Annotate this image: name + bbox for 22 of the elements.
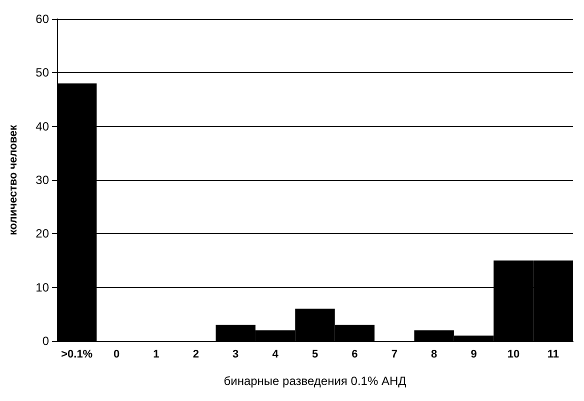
x-tick-label: 3 bbox=[232, 348, 239, 360]
x-tick-label: 2 bbox=[192, 348, 199, 360]
x-axis-title: бинарные разведения 0.1% АНД bbox=[224, 374, 406, 388]
y-tick-label: 60 bbox=[36, 12, 50, 26]
x-tick-label: 7 bbox=[391, 348, 398, 360]
x-tick-label: 1 bbox=[153, 348, 160, 360]
x-tick-label: 8 bbox=[431, 348, 438, 360]
y-tick-label: 30 bbox=[36, 173, 50, 187]
x-tick-label: 9 bbox=[470, 348, 477, 360]
y-tick-label: 10 bbox=[36, 280, 50, 294]
y-axis-title: количество человек bbox=[8, 124, 20, 236]
x-tick-label: 4 bbox=[272, 348, 280, 360]
x-tick-label: 0 bbox=[113, 348, 120, 360]
y-tick-label: 50 bbox=[36, 66, 50, 80]
x-tick-label: 6 bbox=[352, 348, 358, 360]
x-tick-label: 10 bbox=[507, 348, 520, 360]
y-tick-label: 20 bbox=[36, 226, 50, 241]
x-tick-label: 5 bbox=[312, 348, 318, 360]
y-tick-label: 40 bbox=[36, 119, 50, 134]
y-tick-label: 0 bbox=[42, 334, 50, 348]
x-tick-label: 11 bbox=[547, 348, 559, 360]
x-tick-label: >0.1% bbox=[61, 348, 93, 360]
